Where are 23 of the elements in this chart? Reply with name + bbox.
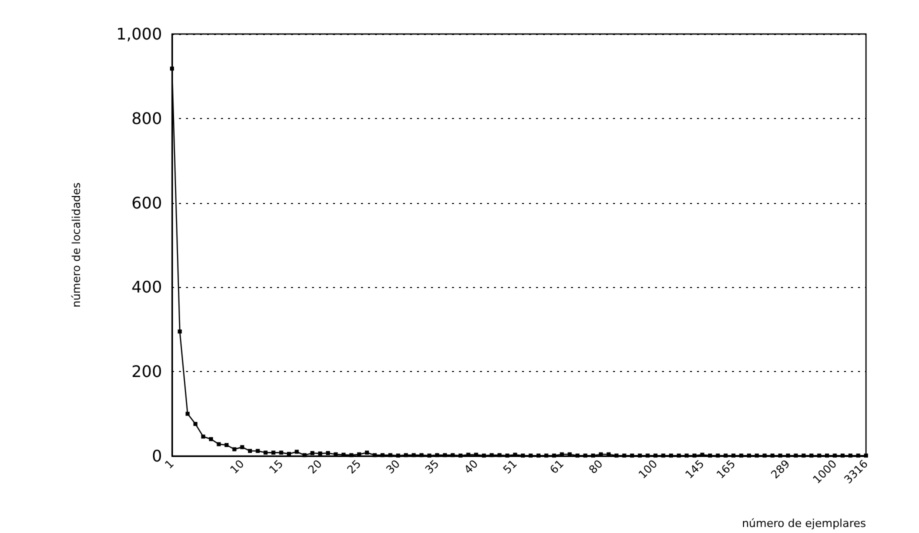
y-tick-label: 400 bbox=[131, 278, 162, 297]
x-tick-label: 165 bbox=[714, 457, 738, 482]
x-tick-label: 1 bbox=[162, 457, 177, 472]
x-tick-label: 20 bbox=[306, 457, 325, 476]
x-tick-label: 51 bbox=[500, 457, 520, 476]
y-tick-label: 200 bbox=[131, 362, 162, 382]
x-tick-label: 145 bbox=[682, 457, 707, 482]
x-tick-label: 80 bbox=[586, 457, 606, 476]
x-tick-label: 61 bbox=[547, 457, 566, 476]
x-tick-label: 289 bbox=[768, 457, 793, 482]
x-tick-label: 15 bbox=[266, 457, 286, 476]
x-tick-label: 30 bbox=[384, 457, 403, 476]
y-tick-label: 600 bbox=[131, 193, 162, 212]
y-tick-label: 800 bbox=[131, 108, 162, 128]
x-tick-label: 100 bbox=[636, 457, 660, 482]
x-axis-title: número de ejemplares bbox=[742, 517, 866, 530]
y-axis-title: número de localidades bbox=[70, 182, 83, 308]
x-tick-label: 40 bbox=[462, 457, 481, 476]
y-tick-label: 0 bbox=[152, 446, 162, 466]
x-tick-label: 10 bbox=[228, 457, 247, 476]
y-tick-label: 1,000 bbox=[116, 24, 162, 44]
x-tick-label: 35 bbox=[422, 457, 442, 476]
x-tick-label: 25 bbox=[344, 457, 364, 476]
